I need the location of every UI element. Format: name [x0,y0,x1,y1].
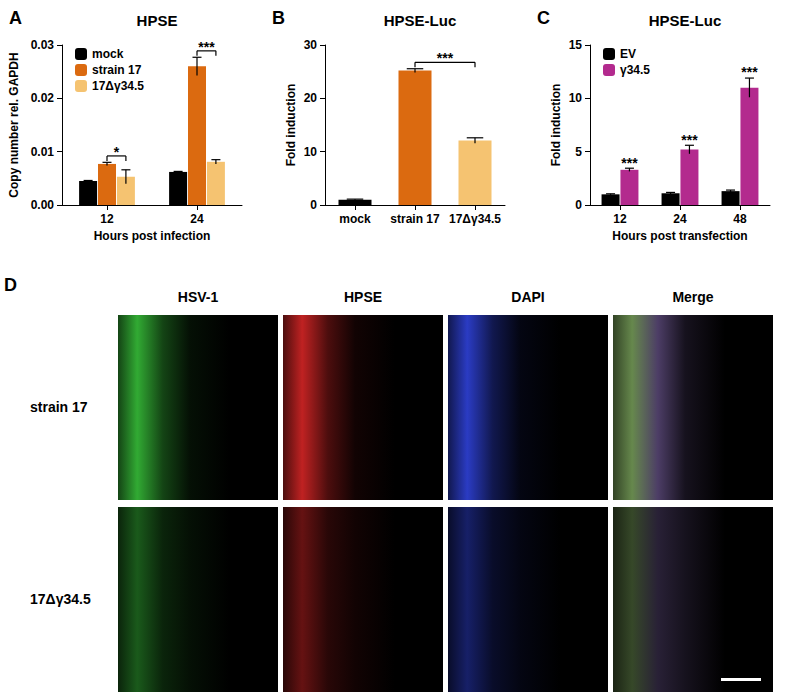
svg-text:Hours post infection: Hours post infection [94,229,211,243]
svg-text:30: 30 [304,38,318,52]
svg-text:***: *** [437,50,454,66]
svg-text:5: 5 [575,145,582,159]
svg-text:Fold induction: Fold induction [284,84,298,167]
html-text:strain 17: strain 17 [30,398,88,415]
svg-text:γ34.5: γ34.5 [620,63,650,77]
svg-text:0.02: 0.02 [31,91,55,105]
svg-text:48: 48 [733,212,747,226]
svg-text:0: 0 [310,198,317,212]
svg-text:strain 17: strain 17 [92,63,142,77]
svg-text:10: 10 [569,91,583,105]
html-text:D: D [4,275,17,295]
svg-text:Copy number rel. GAPDH: Copy number rel. GAPDH [7,52,21,197]
svg-text:Fold induction: Fold induction [549,84,563,167]
html-text:DAPI: DAPI [511,289,545,305]
svg-text:20: 20 [304,91,318,105]
svg-text:12: 12 [100,212,114,226]
svg-text:24: 24 [190,212,204,226]
svg-text:EV: EV [620,47,636,61]
svg-text:12: 12 [613,212,627,226]
svg-text:B: B [272,8,285,28]
svg-text:C: C [537,8,550,28]
svg-text:HPSE-Luc: HPSE-Luc [649,12,722,29]
svg-text:HPSE-Luc: HPSE-Luc [384,12,457,29]
svg-text:***: *** [741,64,758,80]
svg-text:Hours post transfection: Hours post transfection [612,229,747,243]
svg-text:HPSE: HPSE [137,12,178,29]
svg-text:strain 17: strain 17 [390,212,440,226]
svg-text:***: *** [681,132,698,148]
svg-text:A: A [9,8,22,28]
svg-text:mock: mock [92,47,124,61]
svg-text:mock: mock [339,212,371,226]
html-text:17Δγ34.5: 17Δγ34.5 [30,590,91,607]
svg-text:0.03: 0.03 [31,38,55,52]
svg-text:24: 24 [673,212,687,226]
svg-text:15: 15 [569,38,583,52]
html-text:HSV-1: HSV-1 [177,289,219,305]
svg-text:10: 10 [304,145,318,159]
svg-text:17Δγ34.5: 17Δγ34.5 [449,212,501,226]
svg-text:0.01: 0.01 [31,145,55,159]
svg-text:***: *** [621,155,638,171]
svg-text:17Δγ34.5: 17Δγ34.5 [92,79,144,93]
svg-text:0.00: 0.00 [31,198,55,212]
svg-text:***: *** [198,39,215,55]
html-text:HPSE: HPSE [343,289,383,305]
html-text:Merge: Merge [672,289,714,305]
svg-text:*: * [114,144,120,160]
svg-text:0: 0 [575,198,582,212]
